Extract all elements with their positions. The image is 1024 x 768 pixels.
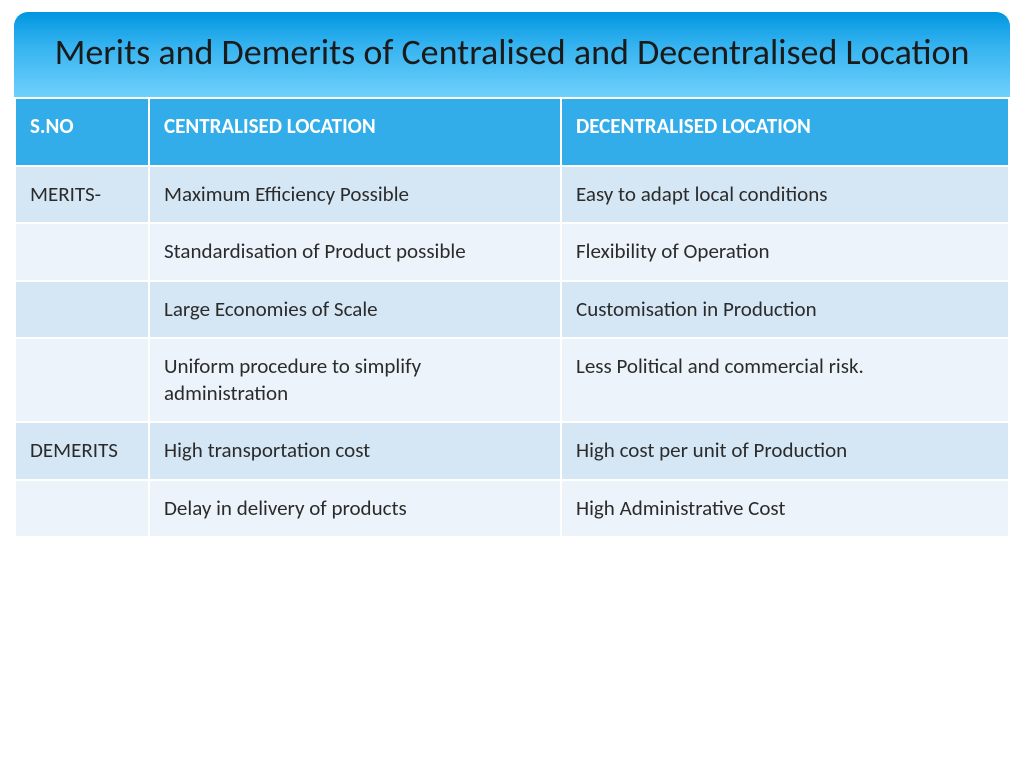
cell-decentralised: Customisation in Production — [562, 282, 1008, 337]
comparison-table: S.NO CENTRALISED LOCATION DECENTRALISED … — [14, 97, 1010, 538]
cell-decentralised: High cost per unit of Production — [562, 423, 1008, 478]
table-row: Uniform procedure to simplify administra… — [16, 339, 1008, 422]
cell-sno: MERITS- — [16, 167, 148, 222]
table-row: Large Economies of Scale Customisation i… — [16, 282, 1008, 337]
col-header-decentralised: DECENTRALISED LOCATION — [562, 99, 1008, 165]
cell-sno — [16, 481, 148, 536]
slide-title: Merits and Demerits of Centralised and D… — [34, 30, 990, 75]
cell-centralised: Uniform procedure to simplify administra… — [150, 339, 560, 422]
cell-sno: DEMERITS — [16, 423, 148, 478]
cell-sno — [16, 224, 148, 279]
cell-centralised: Large Economies of Scale — [150, 282, 560, 337]
cell-sno — [16, 282, 148, 337]
table-row: DEMERITS High transportation cost High c… — [16, 423, 1008, 478]
slide: Merits and Demerits of Centralised and D… — [14, 12, 1010, 538]
table-row: Delay in delivery of products High Admin… — [16, 481, 1008, 536]
cell-decentralised: Flexibility of Operation — [562, 224, 1008, 279]
cell-decentralised: Less Political and commercial risk. — [562, 339, 1008, 422]
cell-centralised: Maximum Efficiency Possible — [150, 167, 560, 222]
col-header-centralised: CENTRALISED LOCATION — [150, 99, 560, 165]
cell-decentralised: Easy to adapt local conditions — [562, 167, 1008, 222]
table-row: Standardisation of Product possible Flex… — [16, 224, 1008, 279]
cell-sno — [16, 339, 148, 422]
cell-centralised: High transportation cost — [150, 423, 560, 478]
table-row: MERITS- Maximum Efficiency Possible Easy… — [16, 167, 1008, 222]
cell-decentralised: High Administrative Cost — [562, 481, 1008, 536]
col-header-sno: S.NO — [16, 99, 148, 165]
title-band: Merits and Demerits of Centralised and D… — [14, 12, 1010, 97]
table-header-row: S.NO CENTRALISED LOCATION DECENTRALISED … — [16, 99, 1008, 165]
cell-centralised: Delay in delivery of products — [150, 481, 560, 536]
cell-centralised: Standardisation of Product possible — [150, 224, 560, 279]
